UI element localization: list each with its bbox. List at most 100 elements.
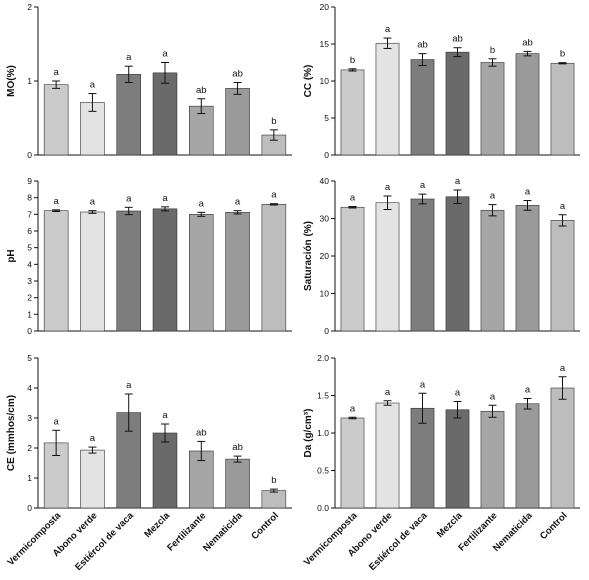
significance-letter: a <box>385 387 391 398</box>
bar-4 <box>152 72 178 156</box>
y-tick-label: 0 <box>27 150 32 160</box>
x-category-label: Nematicida <box>201 510 245 554</box>
significance-letter: a <box>126 52 132 63</box>
bar-1 <box>340 417 365 509</box>
significance-letter: a <box>490 391 496 402</box>
bar-2 <box>375 202 400 332</box>
significance-letter: a <box>53 196 59 207</box>
significance-letter: b <box>271 116 276 127</box>
y-tick-label: 20 <box>320 2 330 12</box>
y-tick-label: 3 <box>27 413 32 423</box>
significance-letter: a <box>53 416 59 427</box>
significance-letter: a <box>525 187 531 198</box>
x-category-label: Vermicomposta <box>302 510 360 568</box>
bar-4 <box>445 409 470 509</box>
bar-6 <box>515 53 540 156</box>
bar-5 <box>480 410 505 509</box>
significance-letter: a <box>126 193 132 204</box>
significance-letter: a <box>420 180 426 191</box>
significance-letter: a <box>126 380 132 391</box>
significance-letter: ab <box>522 37 533 48</box>
significance-letter: a <box>90 433 96 444</box>
significance-letter: a <box>235 197 241 208</box>
bar-4 <box>152 208 178 332</box>
y-axis-label: MO(%) <box>6 65 17 97</box>
bar-4 <box>445 196 470 332</box>
y-axis-label: Da (g/cm³) <box>303 409 314 458</box>
y-tick-label: 40 <box>320 176 330 186</box>
y-tick-label: 2 <box>27 293 32 303</box>
chart-panel-6: 0.0 0.5 1.0 1.5 2.0 Da (g/cm³) a Vermicomposta a… <box>302 353 580 573</box>
significance-letter: a <box>162 410 168 421</box>
y-tick-label: 0 <box>324 326 329 336</box>
bar-3 <box>410 198 435 332</box>
bar-3 <box>116 74 141 156</box>
bar-2 <box>80 449 105 509</box>
significance-letter: ab <box>196 427 207 438</box>
bar-2 <box>80 211 105 332</box>
bar-7 <box>550 387 575 509</box>
significance-letter: a <box>162 193 168 204</box>
significance-letter: b <box>350 55 355 66</box>
bar-1 <box>43 84 69 156</box>
bar-6 <box>225 458 250 509</box>
y-tick-label: 1 <box>27 309 32 319</box>
significance-letter: a <box>560 363 566 374</box>
bar-3 <box>116 210 141 332</box>
y-tick-label: 1.5 <box>317 391 329 401</box>
y-tick-label: 0 <box>324 150 329 160</box>
y-tick-label: 30 <box>320 214 330 224</box>
significance-letter: b <box>271 475 276 486</box>
bar-1 <box>340 69 365 156</box>
y-tick-label: 5 <box>324 113 329 123</box>
significance-letter: b <box>490 45 495 56</box>
significance-letter: ab <box>452 34 463 45</box>
y-tick-label: 10 <box>320 76 330 86</box>
chart-panel-2: 0 5 10 15 20 CC (%) b a ab ab b ab b <box>303 2 580 160</box>
significance-letter: a <box>455 388 461 399</box>
bar-2 <box>375 42 400 156</box>
bar-3 <box>410 59 435 156</box>
significance-letter: a <box>271 190 277 201</box>
y-axis-label: pH <box>6 249 17 262</box>
significance-letter: a <box>385 182 391 193</box>
y-tick-label: 5 <box>27 243 32 253</box>
significance-letter: ab <box>417 40 428 51</box>
y-tick-label: 10 <box>320 289 330 299</box>
significance-letter: a <box>350 193 356 204</box>
bar-6 <box>225 212 250 332</box>
significance-letter: a <box>385 24 391 35</box>
bar-6 <box>515 403 540 509</box>
y-tick-label: 1 <box>27 76 32 86</box>
bar-5 <box>480 209 505 332</box>
x-category-label: Estiércol de vaca <box>367 510 430 573</box>
significance-letter: a <box>455 176 461 187</box>
y-tick-label: 0.0 <box>317 503 329 513</box>
x-category-label: Control <box>538 510 570 542</box>
y-tick-label: 15 <box>320 39 330 49</box>
significance-letter: a <box>350 403 356 414</box>
y-tick-label: 6 <box>27 226 32 236</box>
significance-letter: ab <box>232 442 243 453</box>
y-tick-label: 0.5 <box>317 466 329 476</box>
y-tick-label: 5 <box>27 353 32 363</box>
bar-5 <box>189 214 214 332</box>
y-tick-label: 2 <box>27 443 32 453</box>
y-tick-label: 20 <box>320 251 330 261</box>
chart-panel-1: 0 1 2 MO(%) a a a a ab ab b <box>6 2 292 160</box>
x-category-label: Control <box>249 510 281 542</box>
chart-panel-3: 0 1 2 3 4 5 6 7 8 9 pH a a a a a a a <box>6 176 292 336</box>
y-tick-label: 0 <box>27 503 32 513</box>
x-category-label: Mezcla <box>142 510 172 540</box>
y-tick-label: 9 <box>27 176 32 186</box>
significance-letter: ab <box>196 85 207 96</box>
y-tick-label: 1 <box>27 473 32 483</box>
bar-5 <box>480 62 505 156</box>
x-category-label: Mezcla <box>435 510 465 540</box>
bar-4 <box>445 51 470 156</box>
y-tick-label: 0 <box>27 326 32 336</box>
y-axis-label: CC (%) <box>303 65 314 98</box>
significance-letter: a <box>53 67 59 78</box>
